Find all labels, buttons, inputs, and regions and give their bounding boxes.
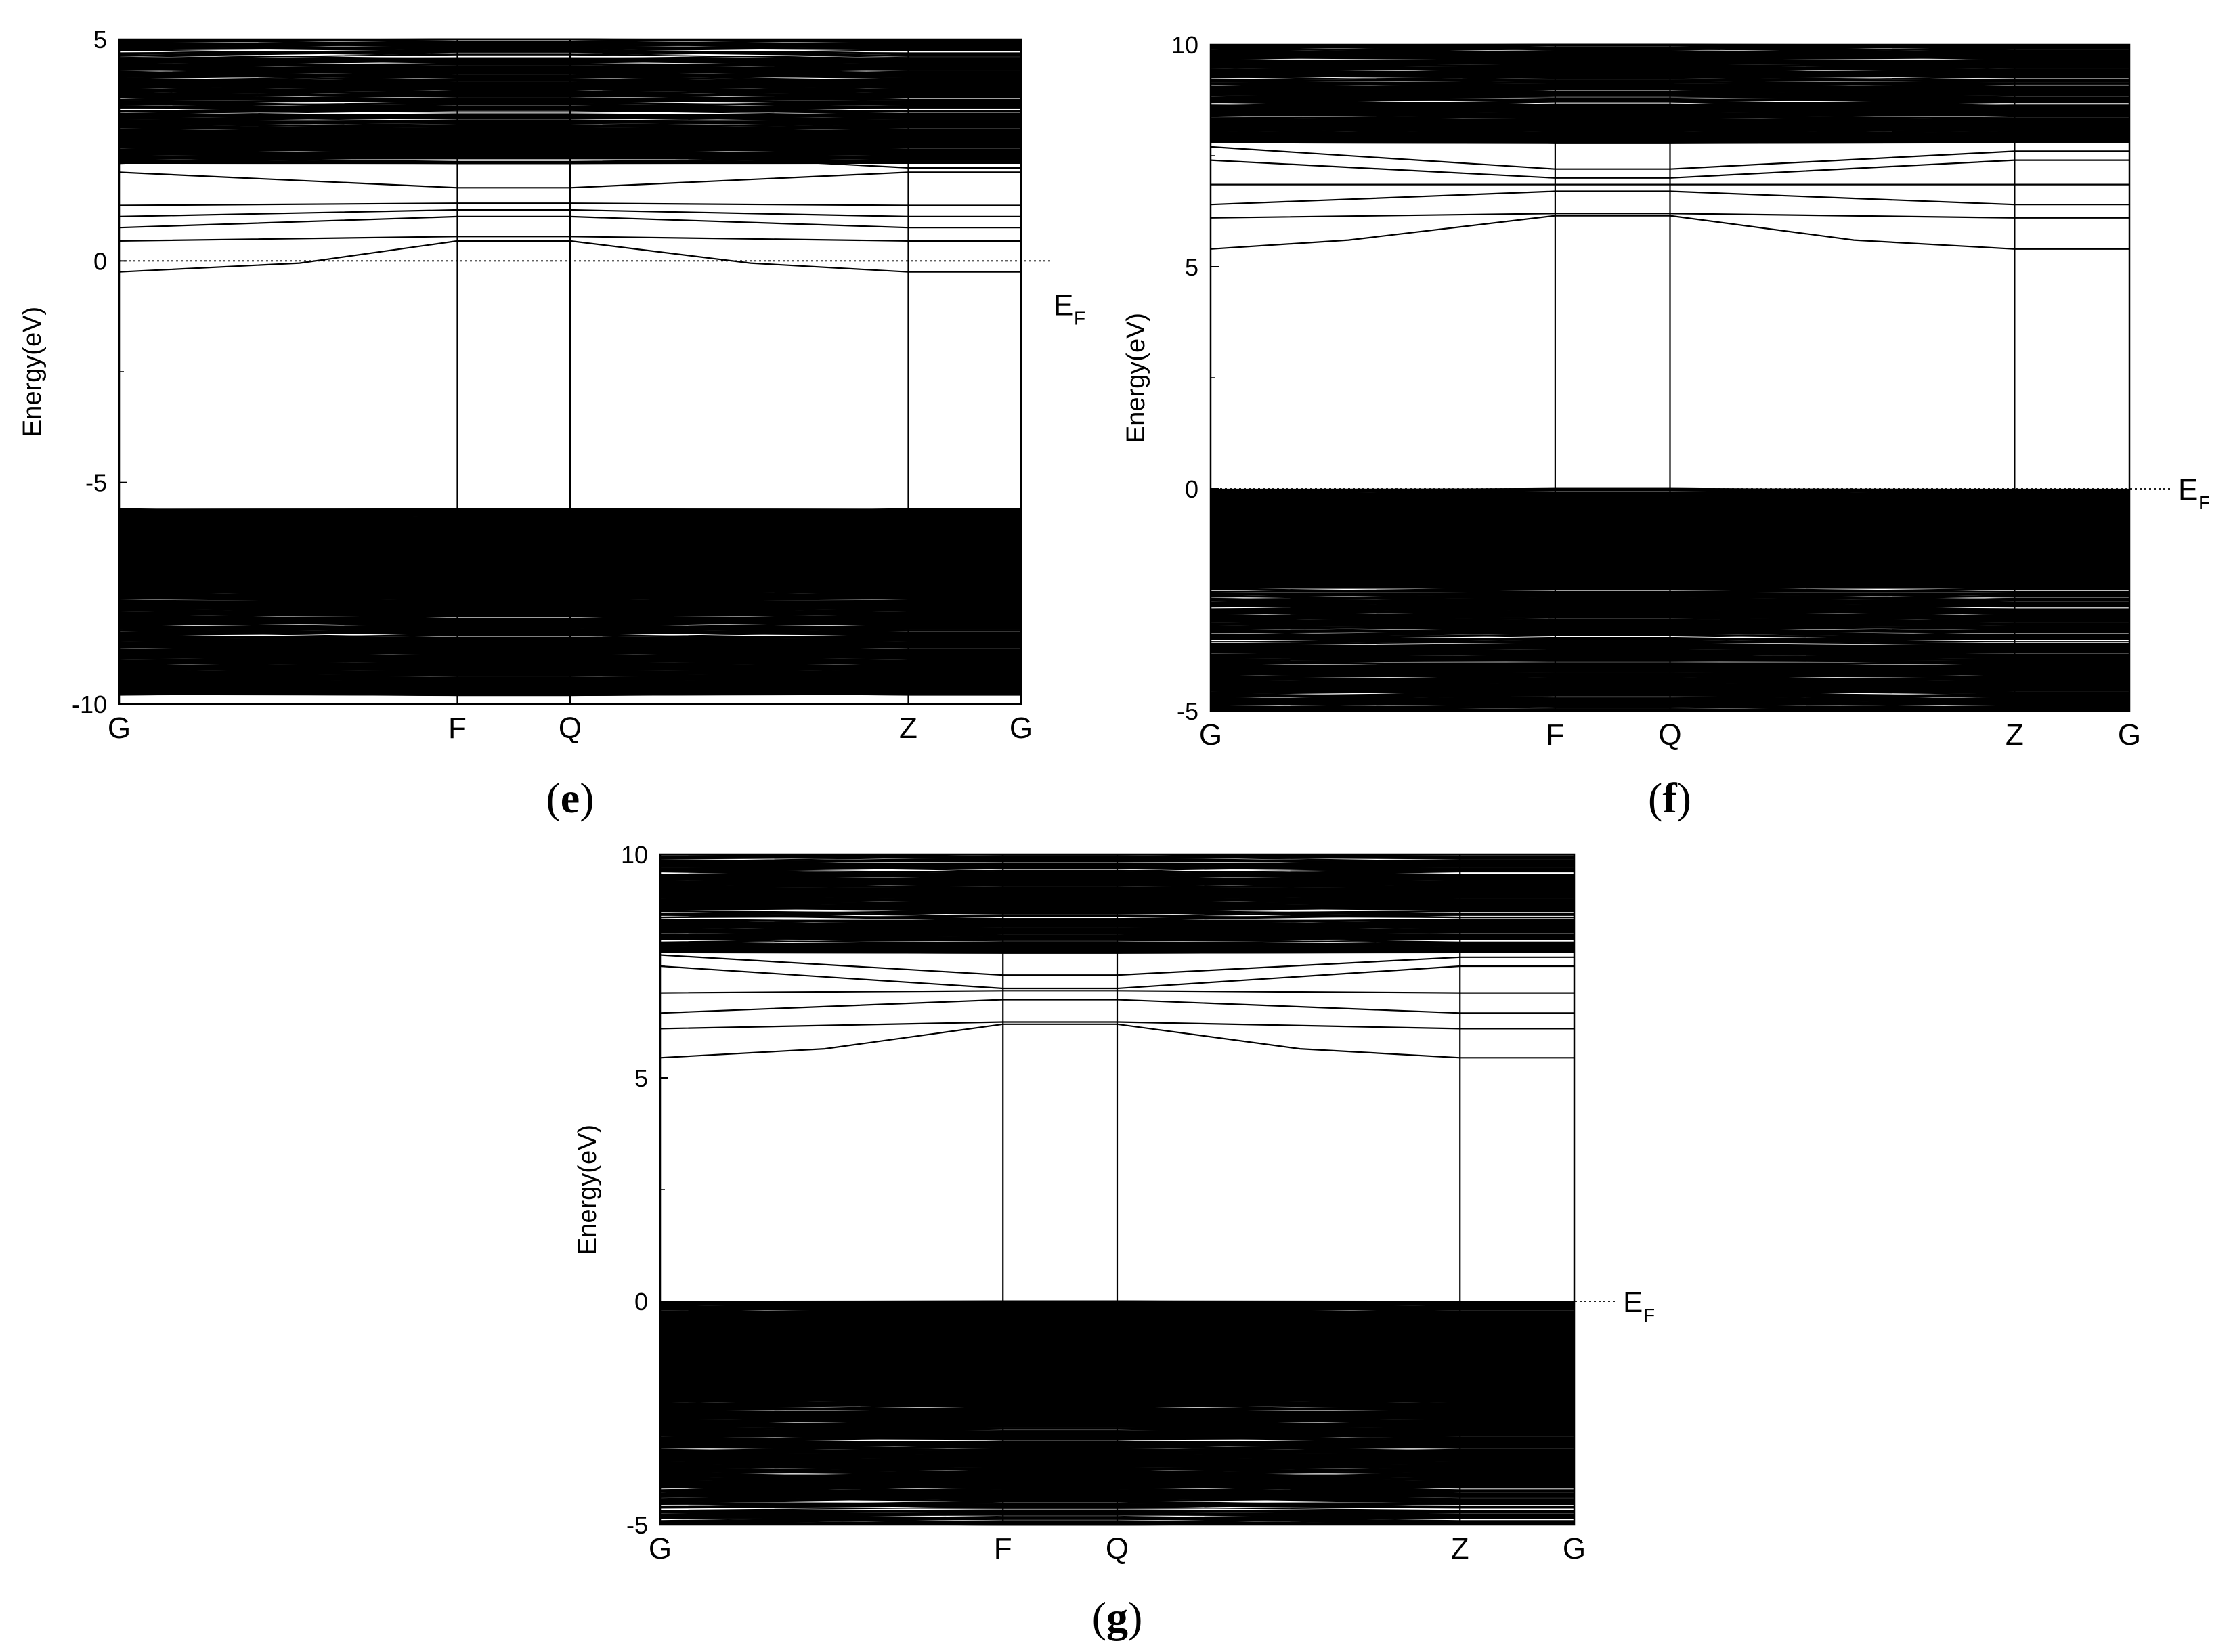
y-tick-label: 0 — [93, 247, 107, 275]
panel-label: (g) — [1092, 1593, 1143, 1641]
high-symmetry-label: G — [108, 712, 131, 745]
high-symmetry-label: G — [2118, 718, 2141, 752]
panel-label: (f) — [1648, 774, 1691, 822]
high-symmetry-label: G — [1563, 1532, 1586, 1565]
y-tick-label: -5 — [626, 1511, 648, 1539]
high-symmetry-label: F — [448, 712, 467, 745]
fermi-level-label: E — [1054, 288, 1073, 322]
fermi-level-subscript: F — [2198, 492, 2210, 513]
high-symmetry-label: Q — [1106, 1532, 1129, 1565]
high-symmetry-label: F — [1546, 718, 1564, 752]
y-axis-title: Energy(eV) — [1122, 313, 1150, 443]
high-symmetry-label: G — [1199, 718, 1222, 752]
y-tick-label: 0 — [634, 1288, 648, 1316]
y-tick-label: -5 — [85, 469, 107, 497]
fermi-level-subscript: F — [1643, 1305, 1655, 1326]
panel-label: (e) — [546, 774, 594, 822]
y-axis-title: Energy(eV) — [573, 1125, 602, 1255]
high-symmetry-label: G — [1010, 712, 1033, 745]
y-axis-title: Energy(eV) — [18, 307, 47, 437]
y-tick-label: 5 — [634, 1064, 648, 1092]
high-symmetry-label: G — [649, 1532, 672, 1565]
fermi-level-label: E — [1623, 1286, 1643, 1319]
y-tick-label: 10 — [1171, 31, 1198, 59]
fermi-level-label: E — [2178, 473, 2198, 506]
high-symmetry-label: F — [994, 1532, 1012, 1565]
y-tick-label: 10 — [621, 841, 648, 869]
y-tick-label: -5 — [1177, 697, 1198, 725]
high-symmetry-label: Z — [899, 712, 917, 745]
y-tick-label: 5 — [93, 26, 107, 53]
high-symmetry-label: Z — [1451, 1532, 1469, 1565]
high-symmetry-label: Q — [1658, 718, 1681, 752]
fermi-level-subscript: F — [1074, 307, 1085, 328]
y-tick-label: -10 — [72, 691, 107, 718]
y-tick-label: 0 — [1185, 475, 1198, 503]
high-symmetry-label: Z — [2006, 718, 2024, 752]
high-symmetry-label: Q — [559, 712, 582, 745]
y-tick-label: 5 — [1185, 253, 1198, 281]
